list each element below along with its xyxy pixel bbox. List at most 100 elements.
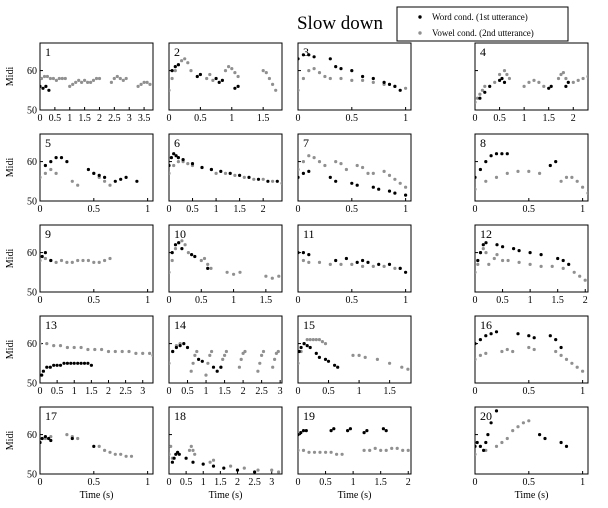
data-point-word <box>214 76 218 81</box>
data-point-vowel <box>307 450 311 454</box>
panel-20: 20 0 0.5 1 Time (s) <box>473 406 589 501</box>
data-point-word <box>302 342 306 346</box>
data-point-vowel <box>271 365 275 369</box>
x-tick-label: 0.5 <box>523 386 536 397</box>
series-word <box>169 152 279 183</box>
x-tick-label: 2 <box>583 295 588 306</box>
x-tick-label: 1.5 <box>542 113 555 124</box>
data-point-vowel <box>106 349 111 354</box>
data-point-word <box>393 191 397 195</box>
x-tick-label: 0 <box>167 295 172 306</box>
data-point-word <box>500 76 504 81</box>
x-tick-label: 1 <box>351 477 356 488</box>
data-point-vowel <box>148 351 152 355</box>
panel-frame <box>474 42 589 111</box>
data-point-vowel <box>267 76 271 81</box>
data-point-vowel <box>183 57 187 61</box>
data-point-vowel <box>339 162 343 166</box>
series-word <box>475 152 558 179</box>
x-tick-label: 2 <box>241 386 246 397</box>
x-tick-label: 0 <box>38 204 43 215</box>
data-point-vowel <box>204 373 208 377</box>
data-point-word <box>387 82 392 86</box>
x-tick-label: 2 <box>106 386 111 397</box>
data-point-word <box>253 470 257 474</box>
data-point-word <box>174 345 178 350</box>
data-point-word <box>79 361 83 365</box>
data-point-word <box>382 80 386 84</box>
data-point-word <box>176 63 180 67</box>
data-point-vowel <box>324 450 328 454</box>
data-point-word <box>475 440 479 445</box>
x-tick-label: 1 <box>580 477 585 488</box>
data-point-vowel <box>68 84 72 88</box>
data-point-vowel <box>256 369 260 373</box>
data-point-vowel <box>173 69 177 73</box>
data-point-vowel <box>70 179 74 183</box>
data-point-vowel <box>301 448 306 452</box>
panel-number: 4 <box>480 45 486 59</box>
data-point-vowel <box>169 444 173 448</box>
data-point-vowel <box>361 264 365 268</box>
x-tick-label: 0 <box>167 386 172 397</box>
data-point-vowel <box>329 450 333 454</box>
data-point-vowel <box>57 76 61 81</box>
x-axis-label: Time (s) <box>209 490 243 501</box>
data-point-vowel <box>305 338 309 342</box>
y-tick-label: 60 <box>27 157 37 168</box>
series-word <box>475 409 569 452</box>
data-point-word <box>495 243 499 247</box>
data-point-word <box>564 444 569 448</box>
panel-frame <box>39 406 154 475</box>
data-point-word <box>119 177 123 181</box>
data-point-vowel <box>83 78 87 82</box>
x-tick-label: 1.5 <box>214 477 227 488</box>
x-tick-label: 0.5 <box>181 386 194 397</box>
data-point-word <box>532 336 536 340</box>
x-tick-label: 0 <box>296 295 301 306</box>
data-point-word <box>505 152 509 156</box>
x-tick-label: 1.5 <box>257 113 270 124</box>
x-tick-label: 0.5 <box>180 477 193 488</box>
data-point-word <box>484 334 488 338</box>
y-tick-label: 50 <box>27 470 37 481</box>
data-point-word <box>478 96 482 100</box>
data-point-vowel <box>511 429 515 433</box>
y-tick-label: 60 <box>27 66 37 77</box>
data-point-vowel <box>113 349 117 354</box>
series-vowel <box>475 169 588 195</box>
data-point-word <box>381 427 385 431</box>
x-tick-label: 0.5 <box>493 113 506 124</box>
data-point-vowel <box>65 433 69 437</box>
data-point-vowel <box>145 80 149 84</box>
data-point-word <box>69 361 73 365</box>
data-point-word <box>211 464 216 468</box>
series-vowel <box>169 57 278 92</box>
data-point-vowel <box>317 160 322 164</box>
data-point-vowel <box>40 342 42 346</box>
data-point-word <box>59 156 64 160</box>
data-point-vowel <box>208 460 212 464</box>
data-point-word <box>538 433 542 437</box>
data-point-vowel <box>193 452 197 456</box>
series-word <box>475 330 563 350</box>
data-point-vowel <box>366 171 370 175</box>
data-point-word <box>185 345 190 350</box>
data-point-vowel <box>401 448 405 452</box>
data-point-word <box>488 84 492 88</box>
data-point-vowel <box>208 353 212 357</box>
series-vowel <box>40 74 152 88</box>
data-point-vowel <box>271 82 275 86</box>
data-point-word <box>40 254 44 259</box>
data-point-word <box>307 253 311 257</box>
data-point-vowel <box>91 78 96 82</box>
data-point-word <box>314 351 318 355</box>
x-tick-label: 1 <box>145 204 150 215</box>
data-point-vowel <box>74 80 78 84</box>
series-word <box>40 84 51 92</box>
data-point-vowel <box>208 72 212 77</box>
data-point-word <box>298 349 301 354</box>
data-point-vowel <box>258 361 262 365</box>
x-tick-label: 0 <box>38 386 43 397</box>
x-tick-label: 1.5 <box>551 295 564 306</box>
